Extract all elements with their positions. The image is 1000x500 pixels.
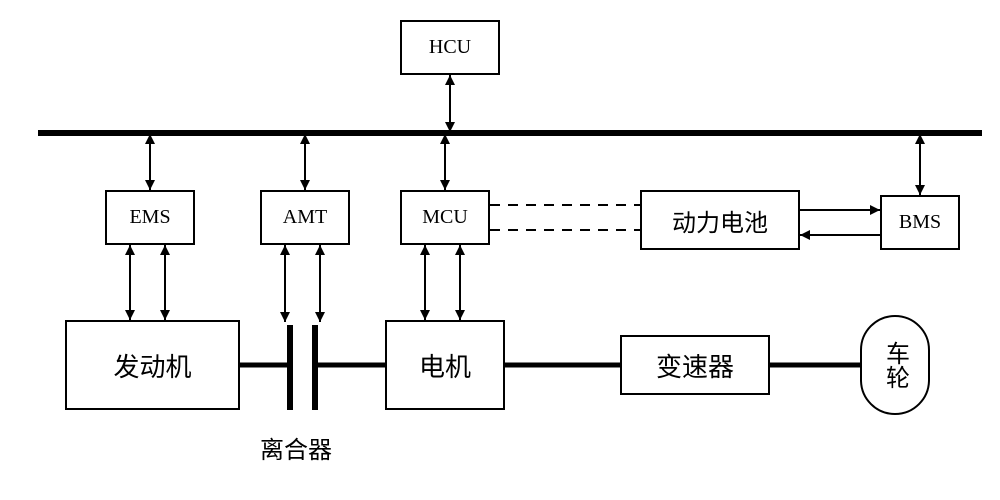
battery-label: 动力电池 — [672, 203, 768, 238]
mcu-box: MCU — [400, 190, 490, 245]
clutch-label: 离合器 — [260, 430, 332, 465]
motor-box: 电机 — [385, 320, 505, 410]
bms-box: BMS — [880, 195, 960, 250]
transmission-box: 变速器 — [620, 335, 770, 395]
amt-label: AMT — [283, 206, 327, 229]
ems-box: EMS — [105, 190, 195, 245]
engine-label: 发动机 — [113, 347, 191, 384]
motor-label: 电机 — [419, 347, 471, 384]
battery-box: 动力电池 — [640, 190, 800, 250]
hcu-box: HCU — [400, 20, 500, 75]
hcu-label: HCU — [429, 36, 471, 59]
transmission-label: 变速器 — [656, 347, 734, 384]
amt-box: AMT — [260, 190, 350, 245]
engine-box: 发动机 — [65, 320, 240, 410]
ems-label: EMS — [129, 206, 170, 229]
mcu-label: MCU — [422, 206, 468, 229]
bms-label: BMS — [899, 211, 941, 234]
wheel-shape: 车轮 — [860, 315, 930, 415]
wheel-label: 车轮 — [878, 341, 913, 389]
